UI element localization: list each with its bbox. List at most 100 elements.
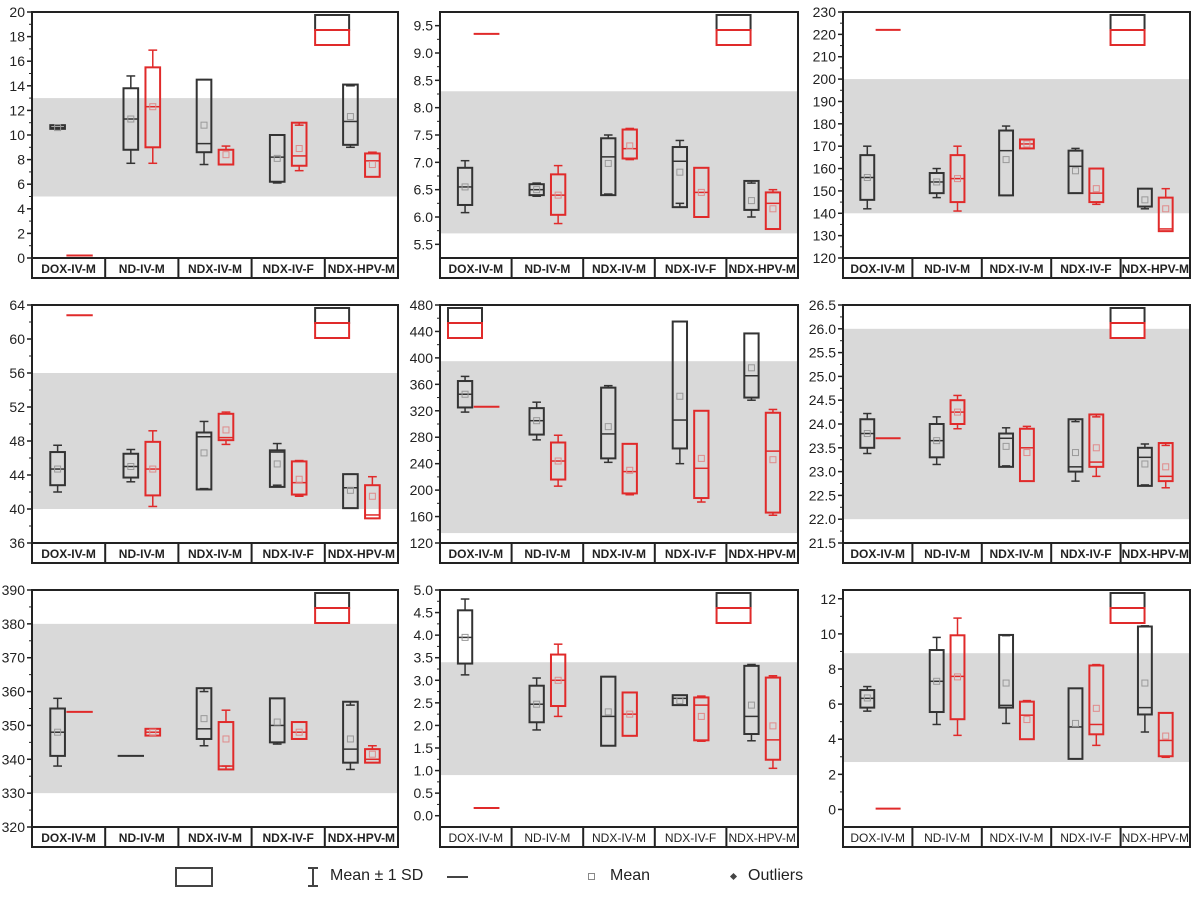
y-tick-label: 200 bbox=[813, 71, 837, 87]
mean-marker bbox=[1092, 185, 1100, 193]
box-black-NDX-IV-M bbox=[998, 633, 1015, 725]
mean-marker bbox=[1162, 205, 1170, 213]
mean-marker bbox=[954, 673, 962, 681]
mean-marker bbox=[461, 633, 469, 641]
reference-band bbox=[32, 623, 398, 794]
inset-legend-box-red bbox=[314, 607, 351, 624]
box-black-NDX-HPV-M bbox=[342, 473, 359, 510]
box-black-ND-IV-M bbox=[528, 677, 545, 731]
box-red-NDX-HPV-M bbox=[364, 744, 381, 764]
box-black-NDX-IV-M bbox=[195, 420, 213, 491]
category-label: ND-IV-M bbox=[119, 262, 165, 276]
box-body bbox=[364, 484, 381, 520]
mean-marker bbox=[461, 390, 469, 398]
mean-marker bbox=[697, 712, 705, 720]
category-label: DOX-IV-M bbox=[448, 262, 503, 276]
y-tick-label: 1.5 bbox=[414, 740, 434, 756]
mean-marker bbox=[1141, 196, 1149, 204]
box-body bbox=[693, 409, 710, 500]
box-black-NDX-IV-M bbox=[600, 134, 617, 197]
mean-marker bbox=[461, 183, 469, 191]
box-red-NDX-IV-F bbox=[1088, 413, 1105, 478]
category-label: DOX-IV-M bbox=[41, 262, 96, 276]
category-label: NDX-IV-M bbox=[592, 547, 646, 561]
box-red-NDX-HPV-M bbox=[764, 675, 782, 770]
y-tick-label: 0.0 bbox=[414, 808, 434, 824]
mean-marker bbox=[1092, 704, 1100, 712]
category-label: NDX-IV-F bbox=[1060, 547, 1111, 561]
legend-outliers-label: Outliers bbox=[748, 867, 804, 884]
inset-legend bbox=[447, 307, 483, 339]
mean-marker bbox=[149, 103, 157, 111]
inset-legend-box-black bbox=[1109, 307, 1146, 324]
mean-marker bbox=[368, 492, 376, 500]
box-body bbox=[743, 664, 760, 736]
box-black-NDX-HPV-M bbox=[743, 663, 760, 742]
box-body bbox=[671, 320, 689, 450]
mean-marker bbox=[954, 408, 962, 416]
inset-legend-box-red bbox=[715, 607, 752, 624]
category-label: ND-IV-M bbox=[924, 547, 970, 561]
inset-legend bbox=[314, 592, 351, 624]
box-red-NDX-HPV-M bbox=[1157, 187, 1174, 233]
y-tick-label: 370 bbox=[2, 650, 26, 666]
mean-marker bbox=[954, 175, 962, 183]
box-body bbox=[1088, 413, 1105, 468]
mean-marker bbox=[533, 186, 541, 194]
y-tick-label: 440 bbox=[410, 323, 434, 339]
y-tick-label: 20 bbox=[9, 4, 25, 20]
y-tick-label: 240 bbox=[410, 456, 434, 472]
mean-marker bbox=[54, 124, 62, 132]
box-black-NDX-HPV-M bbox=[342, 700, 359, 771]
mean-marker bbox=[1023, 449, 1031, 457]
box-body bbox=[1018, 427, 1035, 483]
category-label: ND-IV-M bbox=[119, 831, 165, 845]
category-label: NDX-IV-F bbox=[665, 831, 716, 845]
panel-4: 36 40 44 48 52 56 60 64 DOX-IV-M ND-IV-M NDX-IV-M N… bbox=[9, 297, 399, 564]
mean-marker bbox=[346, 486, 354, 494]
mean-marker bbox=[747, 701, 755, 709]
box-body bbox=[1018, 700, 1035, 741]
mean-marker bbox=[200, 715, 208, 723]
y-tick-label: 350 bbox=[2, 717, 26, 733]
box-body bbox=[949, 634, 966, 721]
box-body bbox=[1088, 664, 1105, 736]
box-body bbox=[1136, 625, 1153, 716]
category-label: NDX-IV-M bbox=[188, 831, 242, 845]
box-body bbox=[764, 411, 782, 514]
mean-marker bbox=[127, 463, 135, 470]
mean-marker bbox=[295, 475, 303, 483]
mean-marker bbox=[368, 161, 376, 169]
mean-marker bbox=[769, 205, 777, 213]
box-body bbox=[621, 128, 638, 160]
box-black-NDX-IV-F bbox=[268, 134, 286, 184]
box-black-DOX-IV-M bbox=[456, 159, 474, 214]
y-tick-label: 25.0 bbox=[809, 368, 836, 384]
category-label: NDX-IV-M bbox=[990, 547, 1044, 561]
mean-marker bbox=[1071, 719, 1079, 727]
mean-marker bbox=[1002, 679, 1010, 687]
inset-legend bbox=[1109, 307, 1146, 339]
mean-marker bbox=[604, 423, 612, 431]
box-red-NDX-IV-M bbox=[621, 127, 638, 161]
plot-frame bbox=[439, 11, 799, 279]
box-black-NDX-IV-F bbox=[1067, 687, 1084, 760]
category-label: NDX-IV-M bbox=[188, 262, 242, 276]
legend-median-line-icon bbox=[447, 876, 468, 878]
plot-frame bbox=[842, 11, 1191, 279]
mean-marker bbox=[626, 142, 634, 150]
y-tick-label: 150 bbox=[813, 183, 837, 199]
mean-marker bbox=[554, 457, 562, 465]
plot-frame bbox=[439, 304, 799, 564]
reference-band bbox=[843, 79, 1190, 214]
y-tick-label: 320 bbox=[2, 819, 26, 835]
inset-legend-box-black bbox=[447, 307, 483, 324]
category-label: DOX-IV-M bbox=[448, 831, 503, 845]
mean-marker bbox=[863, 173, 871, 181]
box-black-NDX-IV-M bbox=[600, 675, 617, 747]
reference-band bbox=[440, 361, 798, 534]
box-body bbox=[268, 134, 286, 183]
mean-marker bbox=[368, 750, 376, 758]
box-red-NDX-IV-F bbox=[1088, 663, 1105, 747]
box-black-NDX-IV-M bbox=[998, 125, 1015, 197]
